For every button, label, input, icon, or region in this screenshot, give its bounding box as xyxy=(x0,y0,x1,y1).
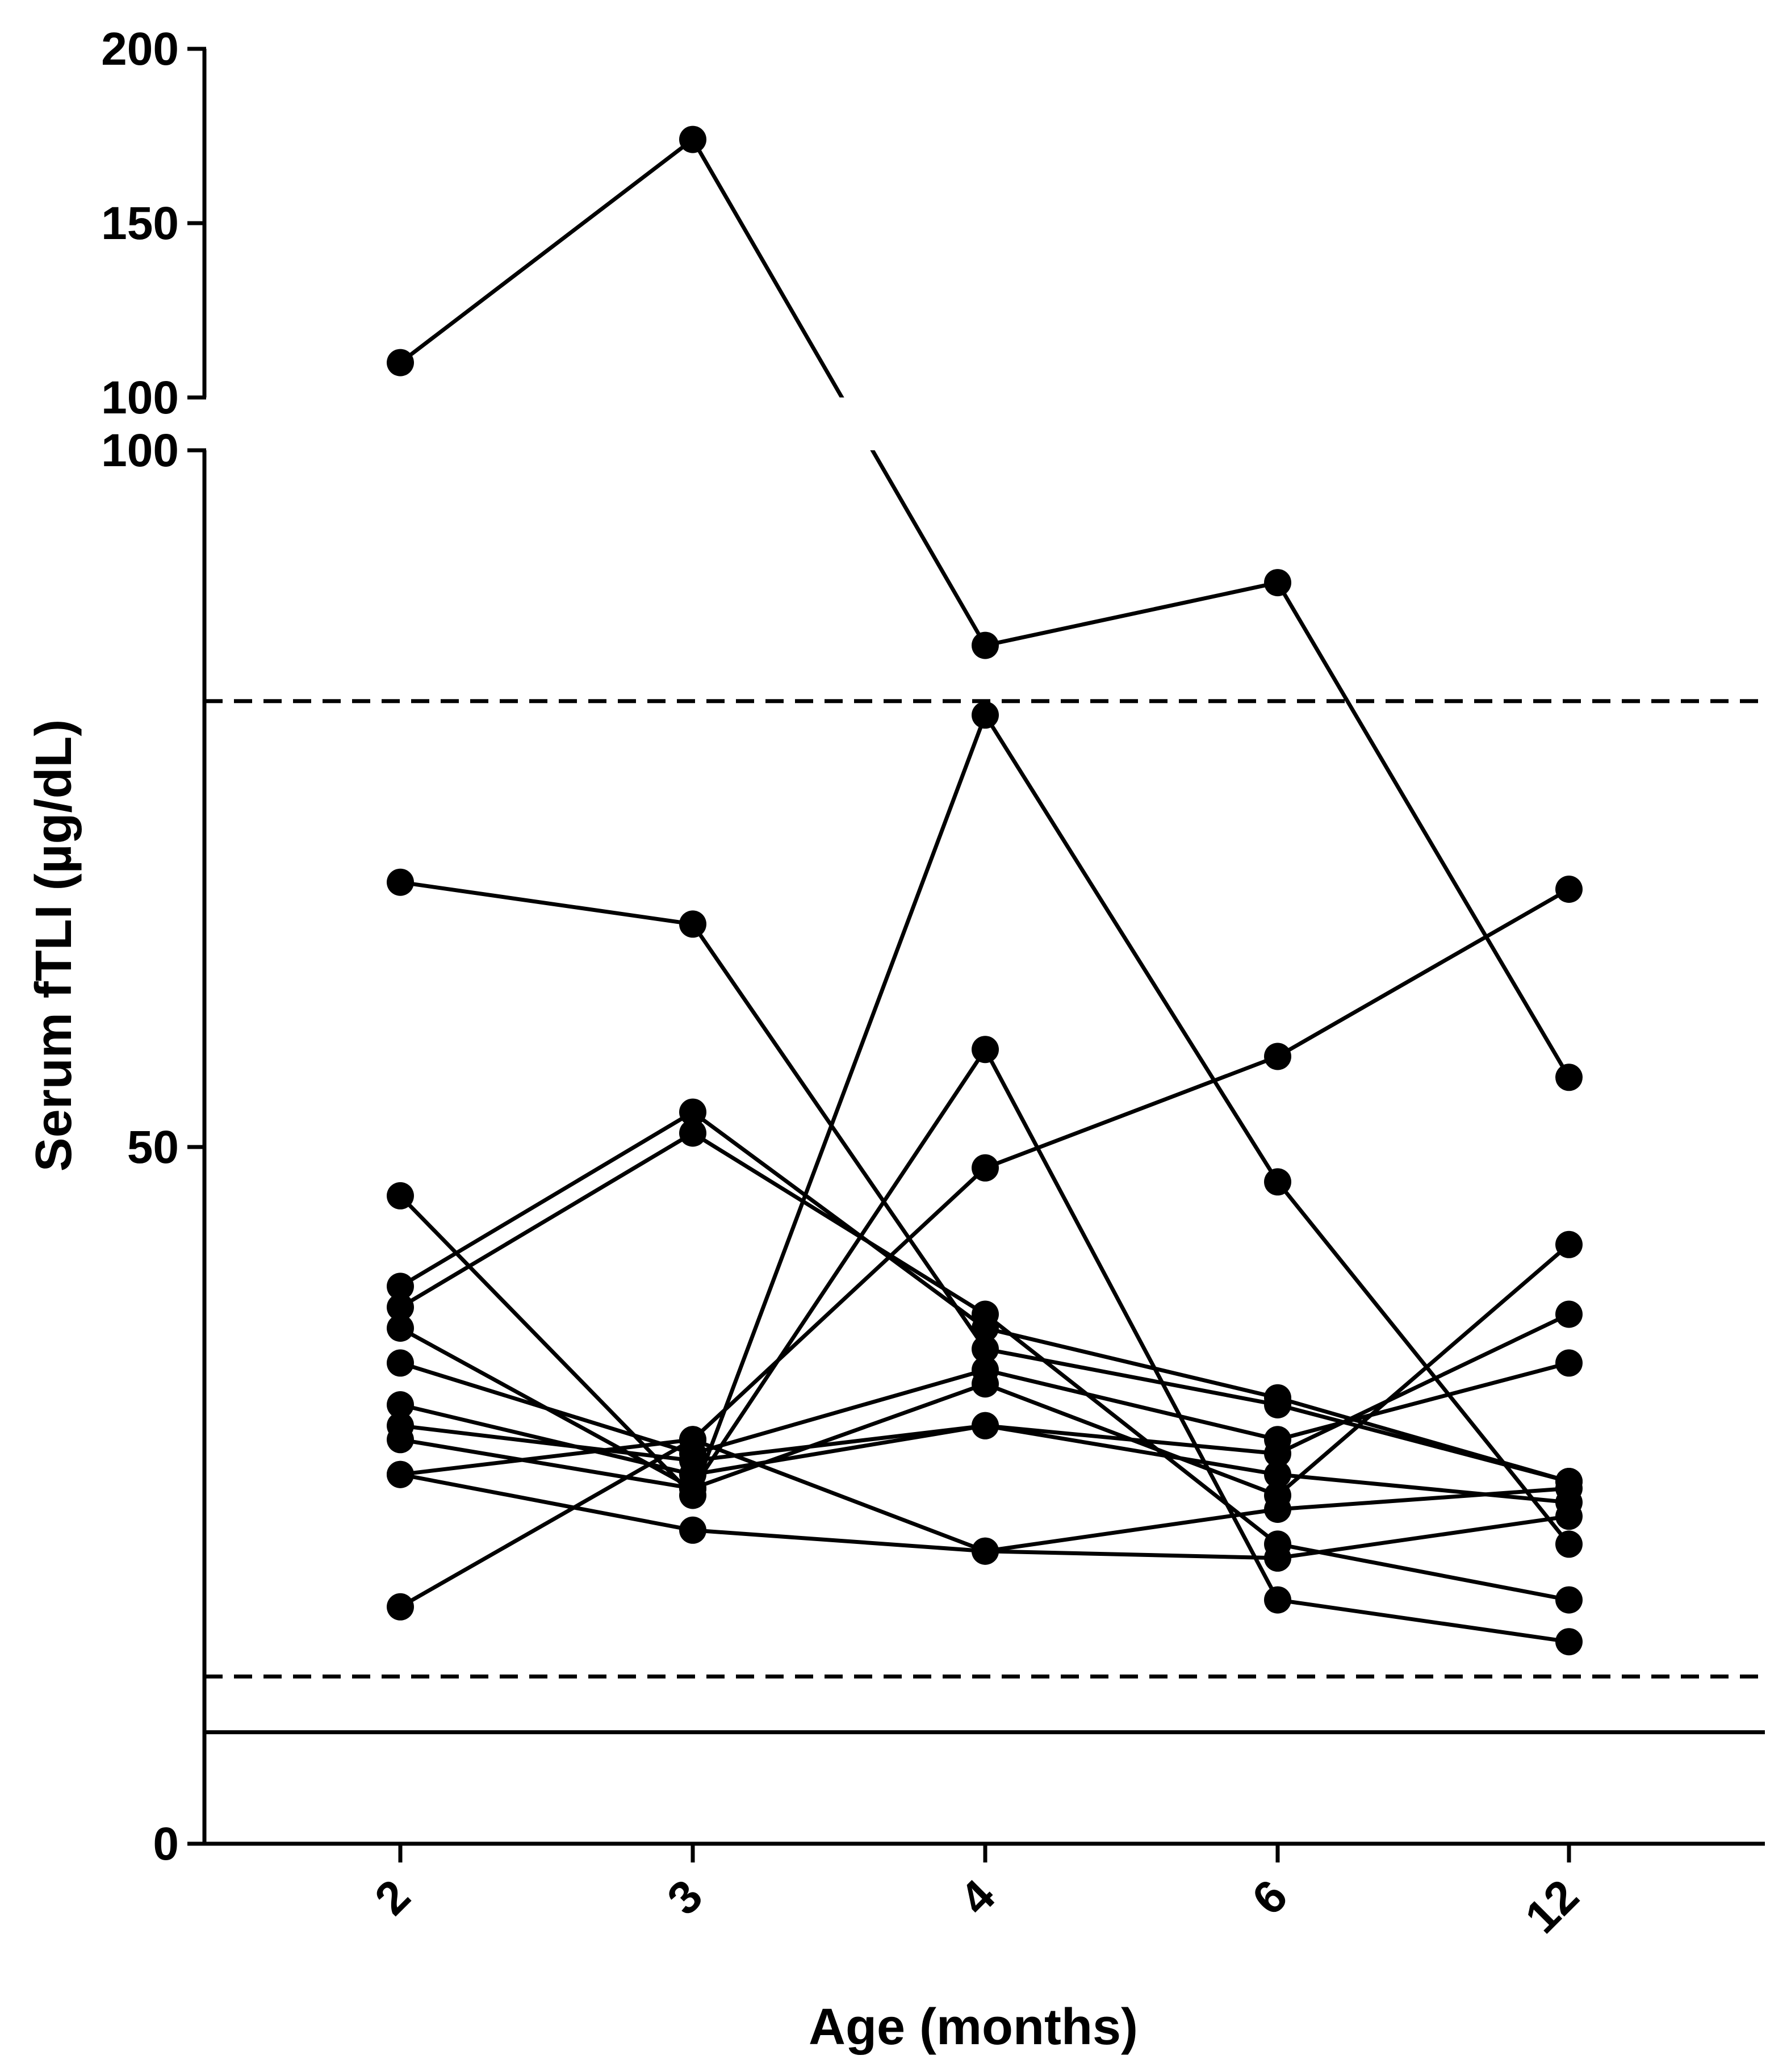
data-point xyxy=(1264,1460,1291,1488)
data-point xyxy=(1555,1530,1583,1558)
data-point xyxy=(1555,1628,1583,1656)
data-point xyxy=(972,1315,999,1342)
x-tick-label: 4 xyxy=(950,1870,1005,1925)
data-point xyxy=(387,1272,414,1300)
series-2 xyxy=(387,868,1583,1495)
data-point xyxy=(972,631,999,659)
x-tick-label: 12 xyxy=(1516,1870,1589,1943)
y-tick-label: 150 xyxy=(101,198,179,249)
data-point xyxy=(679,1475,706,1502)
data-point xyxy=(1264,1168,1291,1196)
data-point xyxy=(1555,1064,1583,1091)
data-point xyxy=(387,1349,414,1377)
axis-break-gap xyxy=(806,397,954,450)
data-point xyxy=(1264,1384,1291,1412)
data-point xyxy=(387,868,414,896)
data-point xyxy=(972,1036,999,1064)
y-axis-title: Serum fTLI (µg/dL) xyxy=(26,719,82,1172)
data-point xyxy=(387,1315,414,1342)
data-point xyxy=(387,1294,414,1321)
data-point xyxy=(387,1593,414,1621)
data-point xyxy=(679,125,706,153)
data-point xyxy=(972,701,999,729)
series-line xyxy=(399,136,1571,1079)
data-point xyxy=(387,1391,414,1418)
data-point xyxy=(387,1182,414,1209)
data-point xyxy=(972,1537,999,1565)
y-tick-label: 200 xyxy=(101,23,179,75)
data-point xyxy=(1555,1349,1583,1377)
x-axis-title: Age (months) xyxy=(809,1999,1138,2056)
x-tick-label: 2 xyxy=(365,1870,420,1925)
y-tick-label: 0 xyxy=(153,1818,179,1870)
data-point xyxy=(1264,1586,1291,1614)
data-point xyxy=(679,1426,706,1454)
data-point xyxy=(972,1412,999,1439)
data-point xyxy=(972,1335,999,1363)
data-point xyxy=(1264,1043,1291,1070)
reference-lines xyxy=(204,699,1765,1735)
y-tick-label: 100 xyxy=(101,425,179,476)
y-tick-label: 100 xyxy=(101,372,179,424)
data-point xyxy=(1264,569,1291,597)
data-point xyxy=(387,1460,414,1488)
data-point xyxy=(1555,1300,1583,1328)
series-6 xyxy=(387,876,1583,1621)
data-point xyxy=(1264,1439,1291,1467)
series-11 xyxy=(387,1412,1583,1516)
data-point xyxy=(679,1098,706,1126)
series-13 xyxy=(387,1230,1583,1509)
series-5 xyxy=(387,701,1583,1558)
data-point xyxy=(1264,1481,1291,1509)
x-tick-label: 3 xyxy=(658,1870,713,1925)
x-tick-label: 6 xyxy=(1242,1870,1298,1925)
data-point xyxy=(679,1119,706,1147)
data-point xyxy=(387,1412,414,1439)
data-point xyxy=(679,1516,706,1544)
data-point xyxy=(387,349,414,376)
x-ticks: 2 3 4 6 12 xyxy=(365,1842,1589,1943)
data-point xyxy=(972,1370,999,1398)
data-point xyxy=(1555,876,1583,903)
axes xyxy=(202,49,1765,1846)
data-point xyxy=(679,910,706,938)
data-point xyxy=(972,1154,999,1182)
data-series xyxy=(387,125,1583,1656)
series-line xyxy=(400,1437,1570,1554)
data-point xyxy=(679,1447,706,1475)
series-12 xyxy=(387,1426,1583,1565)
series-1 xyxy=(387,125,1583,1091)
data-point xyxy=(1264,1544,1291,1572)
data-point xyxy=(1555,1230,1583,1258)
data-point xyxy=(1555,1475,1583,1502)
y-tick-label: 50 xyxy=(127,1121,179,1173)
data-point xyxy=(1555,1586,1583,1614)
